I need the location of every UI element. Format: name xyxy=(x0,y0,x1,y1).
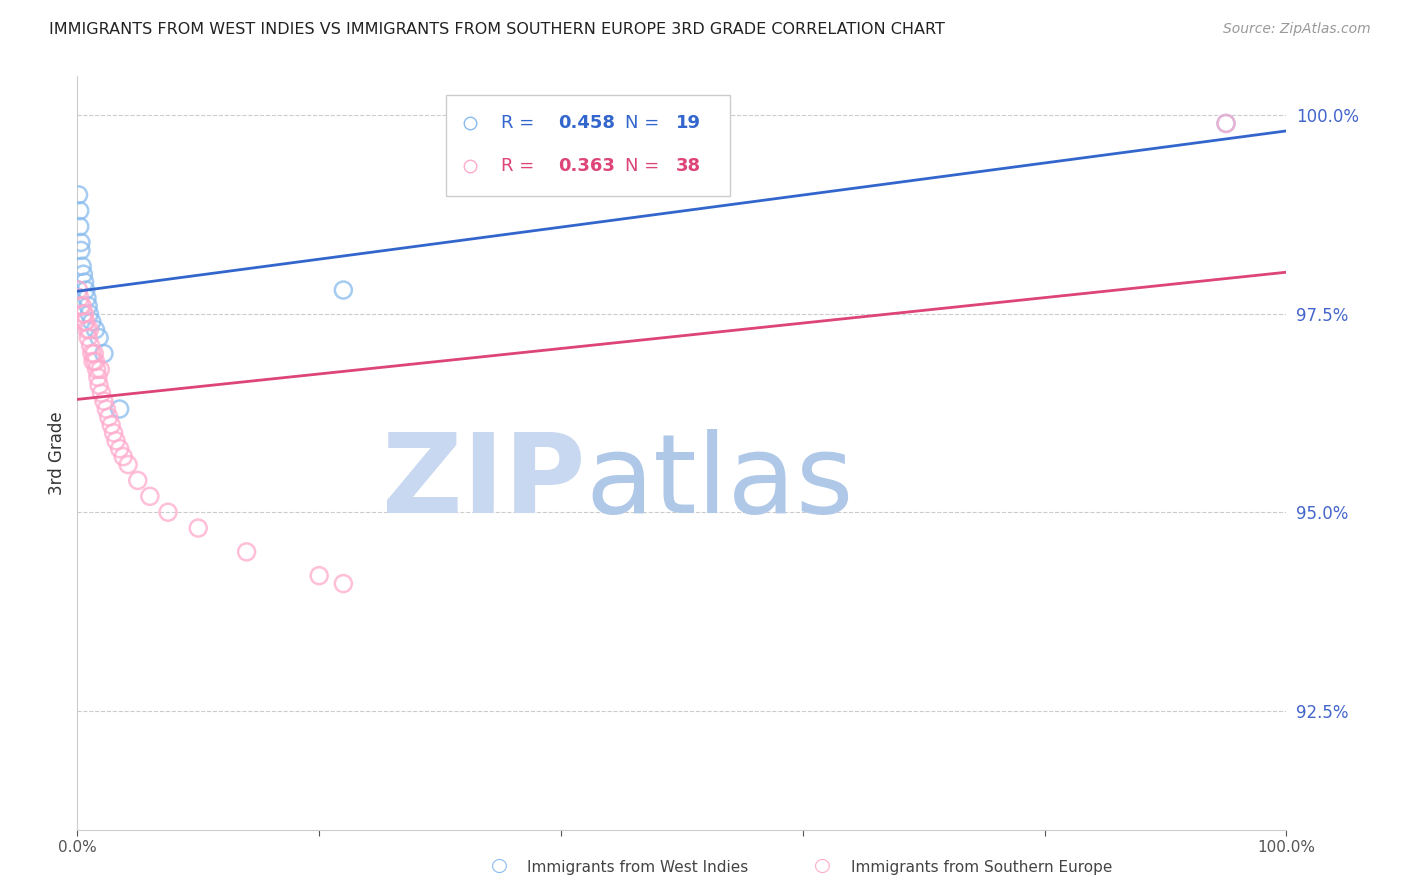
Point xyxy=(80,315,103,329)
Point xyxy=(89,362,111,376)
Text: Immigrants from Southern Europe: Immigrants from Southern Europe xyxy=(851,860,1112,874)
Point xyxy=(100,417,122,432)
Point xyxy=(79,338,101,352)
Point xyxy=(157,505,180,519)
Point xyxy=(93,394,115,409)
Point xyxy=(127,474,149,488)
Point xyxy=(235,545,257,559)
Point xyxy=(90,386,112,401)
Text: N =: N = xyxy=(626,157,665,175)
Point xyxy=(70,259,93,273)
Point xyxy=(76,291,98,305)
Point xyxy=(70,299,93,313)
Point xyxy=(308,568,330,582)
Point xyxy=(87,370,110,384)
Point xyxy=(73,307,96,321)
Point xyxy=(73,315,96,329)
Point xyxy=(75,283,97,297)
Point xyxy=(187,521,209,535)
Point xyxy=(108,442,131,456)
Text: ○: ○ xyxy=(814,855,831,875)
Point xyxy=(80,346,103,360)
Point xyxy=(139,489,162,503)
Text: ZIP: ZIP xyxy=(382,429,585,536)
Point xyxy=(70,244,93,258)
Point xyxy=(103,425,125,440)
Point xyxy=(112,450,135,464)
Point xyxy=(73,275,96,289)
Point xyxy=(70,235,93,250)
Text: 0.458: 0.458 xyxy=(558,114,616,132)
Point xyxy=(69,219,91,234)
Point xyxy=(75,315,97,329)
Point xyxy=(332,283,354,297)
Point xyxy=(86,362,108,376)
Text: atlas: atlas xyxy=(585,429,853,536)
Point xyxy=(72,307,94,321)
Text: ○: ○ xyxy=(491,855,508,875)
Point xyxy=(77,331,100,345)
Point xyxy=(76,323,98,337)
Text: IMMIGRANTS FROM WEST INDIES VS IMMIGRANTS FROM SOUTHERN EUROPE 3RD GRADE CORRELA: IMMIGRANTS FROM WEST INDIES VS IMMIGRANT… xyxy=(49,22,945,37)
Point xyxy=(332,576,354,591)
Point xyxy=(96,402,118,417)
Point xyxy=(97,409,120,424)
Point xyxy=(87,331,110,345)
Text: 0.363: 0.363 xyxy=(558,157,616,175)
Point xyxy=(72,267,94,281)
Bar xyxy=(446,95,730,196)
Point xyxy=(69,203,91,218)
Text: Immigrants from West Indies: Immigrants from West Indies xyxy=(527,860,748,874)
Text: 19: 19 xyxy=(676,114,700,132)
Point xyxy=(79,307,101,321)
Text: N =: N = xyxy=(626,114,665,132)
Point xyxy=(83,346,105,360)
Point xyxy=(69,291,91,305)
Point xyxy=(67,283,90,297)
Text: R =: R = xyxy=(501,157,540,175)
Point xyxy=(1215,116,1237,130)
Y-axis label: 3rd Grade: 3rd Grade xyxy=(48,411,66,494)
Point xyxy=(84,354,107,368)
Point xyxy=(67,187,90,202)
Point xyxy=(117,458,139,472)
Text: 38: 38 xyxy=(676,157,702,175)
Point xyxy=(77,299,100,313)
Point xyxy=(105,434,128,448)
Point xyxy=(1215,116,1237,130)
Point xyxy=(84,323,107,337)
Text: Source: ZipAtlas.com: Source: ZipAtlas.com xyxy=(1223,22,1371,37)
Point xyxy=(108,402,131,417)
Point xyxy=(79,323,101,337)
Text: R =: R = xyxy=(501,114,540,132)
Point xyxy=(93,346,115,360)
Point xyxy=(70,299,93,313)
Point xyxy=(87,378,110,392)
Point xyxy=(82,354,104,368)
